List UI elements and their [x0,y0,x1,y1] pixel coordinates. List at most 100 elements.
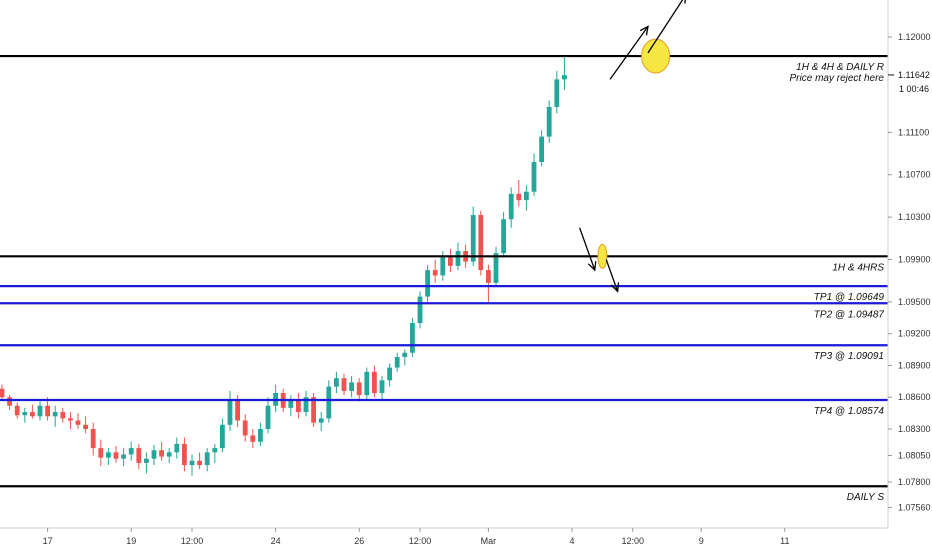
candle-body [311,397,316,423]
candle-body [432,270,438,276]
candle [554,70,560,114]
candle [478,210,484,276]
candle-body [486,270,491,283]
candle [364,367,370,400]
candle [296,393,301,419]
level-label: TP2 @ 1.09487 [814,309,885,320]
candle [14,402,20,419]
y-tick-label: 1.09500 [898,297,931,307]
arrow-annotation [609,25,649,80]
candle [22,407,28,423]
candle [75,413,81,430]
candle [30,404,35,419]
y-tick-label: 1.10700 [898,170,931,180]
candle [220,418,225,453]
arrow-annotation [647,0,686,54]
candle [212,443,218,463]
arrow-head [587,261,597,272]
candle-body [410,323,415,353]
candle-body [364,371,370,396]
candle-body [212,448,218,453]
candle [7,395,12,410]
candle-body [402,352,408,357]
x-tick-label: 9 [699,536,704,546]
y-tick-label: 1.09200 [898,329,931,339]
candle [341,373,347,396]
candle [0,384,5,400]
candle [37,401,43,421]
candle-body [303,397,309,413]
candle [334,371,339,393]
candle-body [98,448,104,458]
candle-body [334,378,339,387]
candle-body [121,454,126,459]
candle [151,444,157,466]
candle-body [493,253,499,283]
candle [166,448,172,463]
candle [182,437,187,472]
level-label: DAILY S [847,492,885,503]
x-tick-label: 17 [43,536,53,546]
candle-body [478,215,484,271]
candle-body [394,356,400,368]
candle-body [204,452,210,466]
candle-body [22,412,28,416]
y-axis-ticks: 1.12000 1.11100 1.10700 1.10300 1.09900 1.095… [888,32,931,512]
level-label: 1H & 4HRS [832,262,884,273]
candle-body [524,191,529,201]
candle [106,448,111,466]
candle-body [166,452,172,457]
candle-body [417,296,423,324]
level-label: TP4 @ 1.08574 [814,406,885,417]
candle-body [128,448,134,455]
candle-body [52,412,58,417]
current-price-label: 1.11642 [898,70,930,80]
candle-body [379,380,385,393]
candle-body [554,79,560,107]
y-tick-label: 1.08600 [898,392,931,402]
candle [83,416,88,434]
candle [144,452,149,474]
highlight-circle [597,243,608,269]
arrow-annotation [605,259,620,293]
candle-body [113,452,119,459]
candle [539,130,544,167]
arrow-head [639,25,649,36]
candle [402,349,408,366]
arrow-shaft [605,259,619,292]
x-tick-label: 11 [780,536,789,546]
price-tags: 1.11642 1 00:46 [898,70,930,94]
candle-body [562,75,567,80]
candle [189,454,195,476]
candle [448,248,453,273]
candle [410,317,415,357]
candle [531,153,537,196]
candle-body [470,215,476,262]
candle [265,397,271,434]
x-axis-ticks: 17 19 12:00 24 26 12:00 Mar 4 12:00 9 11 [43,528,789,546]
candle-body [356,382,362,396]
x-tick-label: 19 [126,536,136,546]
candle [372,365,377,398]
candle [288,395,294,417]
candle [493,246,499,288]
candle [546,100,552,143]
x-tick-label: 26 [354,536,364,546]
arrow-head [610,282,620,293]
candle [250,429,256,449]
candle [258,422,263,446]
candle [204,448,210,472]
candle-body [30,412,35,417]
y-tick-label: 1.12000 [898,32,931,42]
highlight-circle [641,38,671,74]
candle-body [250,435,256,442]
candle [486,264,491,302]
candle [128,441,134,461]
candle-body [539,136,544,163]
arrow-shaft [609,26,649,80]
candle [197,452,202,470]
x-tick-label: Mar [481,536,497,546]
candle [90,422,96,456]
candle-body [75,420,81,425]
